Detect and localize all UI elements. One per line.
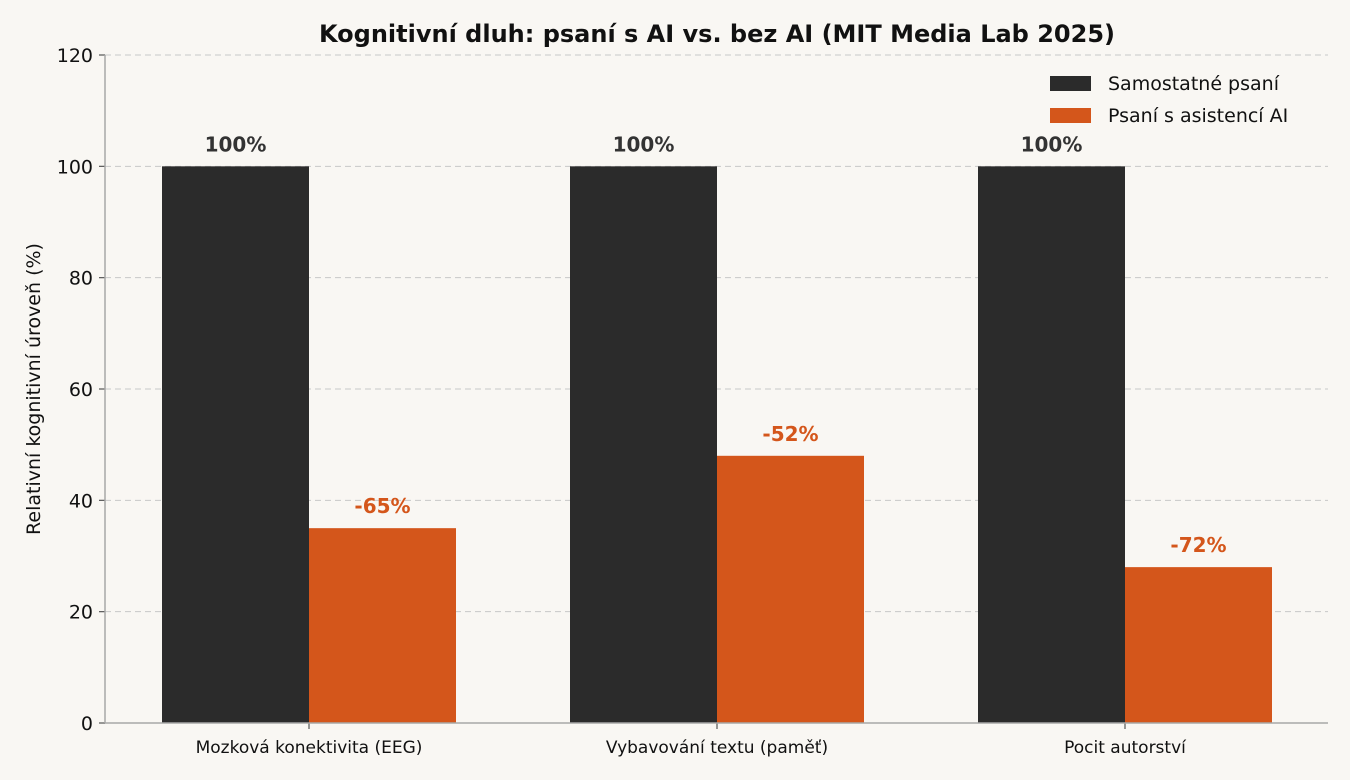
legend-swatch — [1050, 108, 1091, 123]
x-tick-label: Vybavování textu (paměť) — [606, 738, 828, 758]
y-axis-label: Relativní kognitivní úroveň (%) — [23, 243, 45, 535]
labels-layer: 100% -65% 100% -52% 100% -72% — [205, 132, 1227, 557]
bar-samostatne-2 — [978, 166, 1125, 724]
bar-ai-2 — [1125, 567, 1272, 723]
bar-samostatne-0 — [162, 166, 309, 724]
axis-layer: 0 20 40 60 80 100 120 Mozková konektivita (EEG)… — [57, 45, 1328, 758]
bars-layer — [162, 166, 1272, 724]
y-tick-label: 0 — [81, 713, 93, 735]
bar-ai-1 — [717, 455, 864, 723]
y-tick-label: 80 — [69, 268, 93, 290]
data-label: 100% — [613, 132, 675, 156]
data-label: 100% — [205, 132, 267, 156]
legend-swatch — [1050, 76, 1091, 91]
y-tick-label: 100 — [57, 156, 93, 178]
data-label: 100% — [1021, 132, 1083, 156]
y-tick-label: 60 — [69, 379, 93, 401]
bar-samostatne-1 — [570, 166, 717, 724]
data-label: -72% — [1170, 533, 1226, 557]
y-tick-label: 120 — [57, 45, 93, 67]
y-tick-label: 40 — [69, 490, 93, 512]
legend-label: Samostatné psaní — [1108, 73, 1280, 95]
chart-title: Kognitivní dluh: psaní s AI vs. bez AI (… — [319, 20, 1115, 48]
legend: Samostatné psaní Psaní s asistencí AI — [1050, 73, 1288, 127]
bar-ai-0 — [309, 528, 456, 723]
data-label: -65% — [354, 494, 410, 518]
y-tick-label: 20 — [69, 602, 93, 624]
x-tick-label: Mozková konektivita (EEG) — [196, 738, 423, 758]
legend-label: Psaní s asistencí AI — [1108, 105, 1288, 127]
data-label: -52% — [762, 422, 818, 446]
x-tick-label: Pocit autorství — [1064, 738, 1187, 758]
